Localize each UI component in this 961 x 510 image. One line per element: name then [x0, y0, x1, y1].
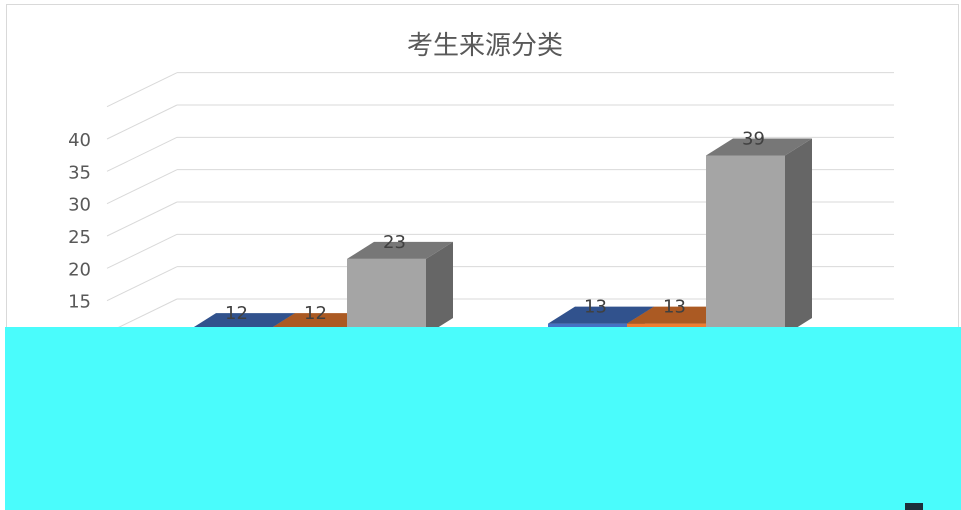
gridline-side	[106, 233, 178, 269]
bar-side	[785, 138, 812, 335]
bar-top	[189, 313, 295, 331]
gridline-side	[106, 266, 178, 302]
occlusion-block	[5, 327, 961, 510]
data-labels: 12 12 23 13 13 39	[225, 128, 765, 324]
y-tick-label: 40	[68, 130, 91, 151]
data-label: 12	[304, 303, 327, 324]
bar-top	[706, 138, 812, 156]
data-label: 12	[225, 303, 248, 324]
y-tick-label: 15	[68, 292, 91, 313]
y-axis-ticks: 10152025303540	[68, 130, 91, 345]
y-tick-label: 20	[68, 259, 91, 280]
data-label: 23	[383, 232, 406, 253]
bar-side	[426, 241, 453, 335]
occlusion-block-top	[210, 327, 961, 347]
y-tick-label: 25	[68, 227, 91, 248]
bar-top	[347, 241, 453, 259]
bar	[706, 155, 785, 335]
y-tick-label: 35	[68, 162, 91, 183]
gridline-side	[106, 136, 178, 172]
gridline-side	[106, 169, 178, 205]
bar-top	[548, 306, 654, 324]
bars	[189, 138, 812, 335]
y-tick-label: 30	[68, 195, 91, 216]
bar	[347, 258, 426, 335]
data-label: 13	[584, 297, 607, 318]
corner-mark	[905, 503, 923, 510]
chart-title: 考生来源分类	[407, 31, 563, 61]
data-label: 13	[663, 297, 686, 318]
gridline-side	[106, 72, 178, 108]
data-label: 39	[742, 128, 765, 149]
gridline-side	[106, 104, 178, 140]
gridline-side	[106, 201, 178, 237]
